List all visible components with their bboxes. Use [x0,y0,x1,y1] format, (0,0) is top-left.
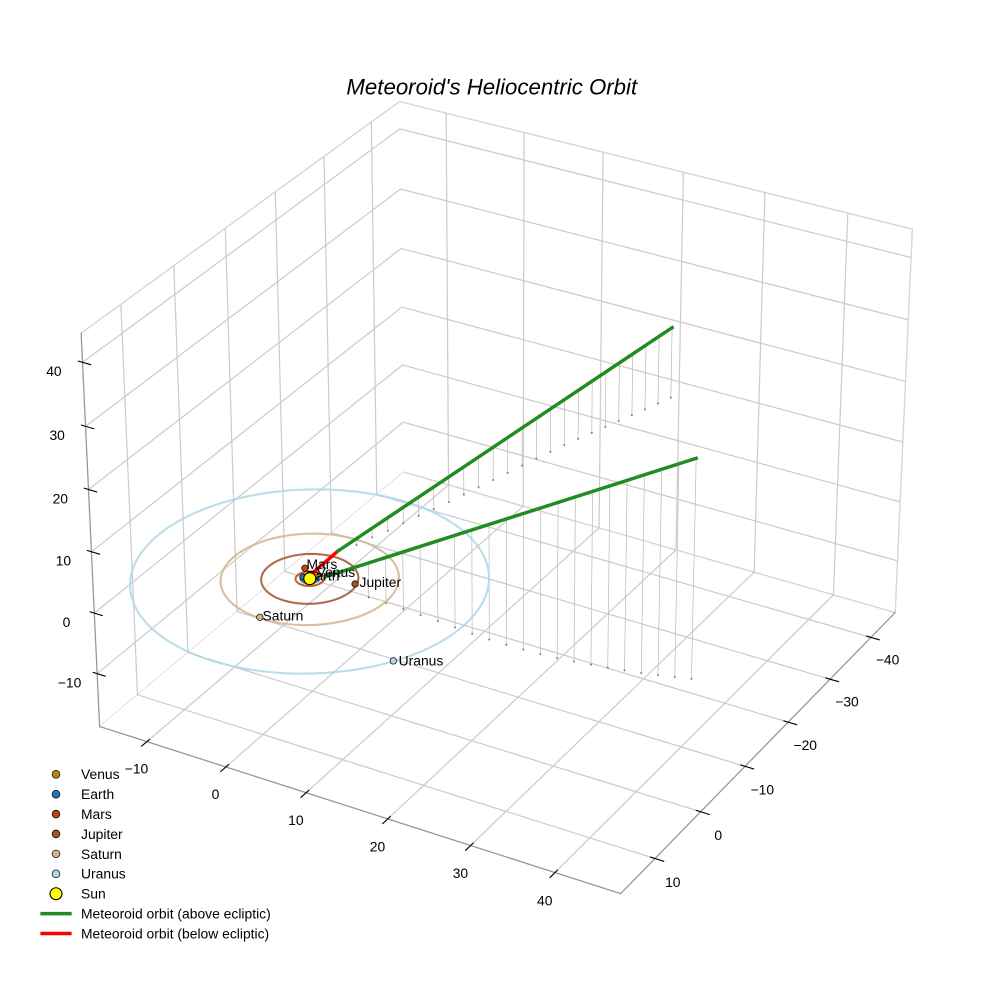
svg-text:Saturn: Saturn [263,608,304,624]
svg-text:Saturn: Saturn [81,846,122,862]
svg-text:0: 0 [714,827,722,843]
svg-text:Meteoroid orbit (below eclipti: Meteoroid orbit (below ecliptic) [81,925,269,941]
svg-text:Mars: Mars [307,556,338,572]
svg-text:0: 0 [212,786,220,802]
svg-text:−10: −10 [58,675,82,691]
svg-text:−10: −10 [125,761,149,777]
svg-text:−40: −40 [876,652,900,668]
svg-text:Jupiter: Jupiter [81,826,123,842]
svg-text:Venus: Venus [317,564,356,580]
svg-text:Uranus: Uranus [81,866,126,882]
svg-text:10: 10 [288,812,304,828]
svg-text:−20: −20 [793,737,817,753]
svg-text:Meteoroid's Heliocentric Orbit: Meteoroid's Heliocentric Orbit [346,75,638,100]
svg-text:−30: −30 [835,694,859,710]
svg-text:0: 0 [63,614,71,630]
svg-text:Sun: Sun [81,886,106,902]
svg-text:10: 10 [665,874,681,890]
svg-text:Earth: Earth [81,786,114,802]
svg-text:40: 40 [537,893,553,909]
svg-text:Jupiter: Jupiter [360,574,402,590]
svg-text:Mars: Mars [81,806,112,822]
svg-text:−10: −10 [751,781,775,797]
svg-text:30: 30 [49,427,65,443]
svg-text:Venus: Venus [81,766,120,782]
svg-text:30: 30 [453,865,469,881]
svg-text:Meteoroid orbit (above eclipti: Meteoroid orbit (above ecliptic) [81,905,271,921]
svg-text:Uranus: Uranus [399,652,444,668]
svg-text:10: 10 [56,553,72,569]
svg-text:20: 20 [370,838,386,854]
svg-text:40: 40 [46,363,62,379]
svg-text:20: 20 [53,490,69,506]
